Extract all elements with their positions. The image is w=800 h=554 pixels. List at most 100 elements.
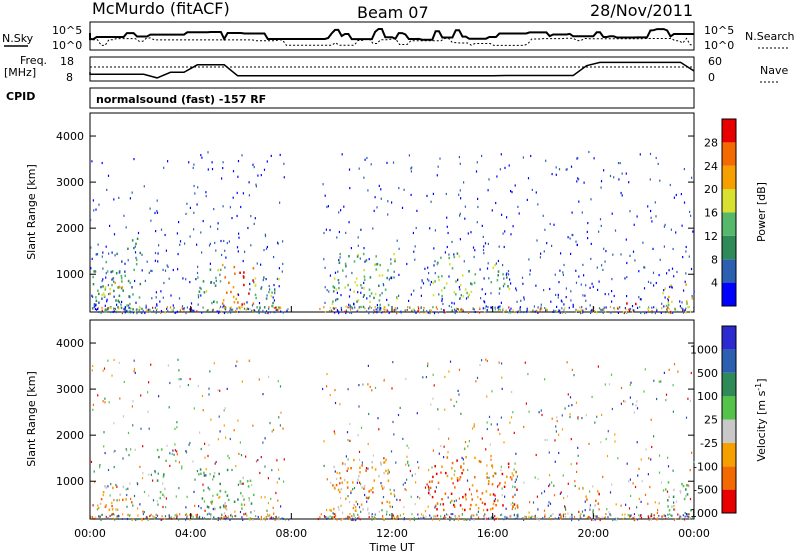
- velocity-data-point: [224, 502, 226, 505]
- power-data-point: [679, 305, 681, 308]
- power-data-point: [277, 242, 279, 245]
- power-data-point: [348, 295, 351, 298]
- velocity-data-point: [551, 481, 553, 484]
- power-data-point: [345, 311, 347, 315]
- velocity-data-point: [383, 461, 385, 464]
- power-data-point: [113, 308, 115, 311]
- power-data-point: [683, 289, 685, 292]
- power-data-point: [692, 230, 694, 233]
- velocity-data-point: [373, 516, 375, 519]
- velocity-data-point: [225, 518, 227, 521]
- velocity-data-point: [218, 472, 220, 476]
- power-data-point: [273, 311, 275, 314]
- velocity-data-point: [262, 518, 264, 521]
- power-data-point: [554, 310, 557, 313]
- power-data-point: [511, 191, 513, 194]
- power-data-point: [360, 305, 362, 309]
- power-data-point: [163, 281, 165, 285]
- velocity-data-point: [477, 510, 479, 513]
- velocity-data-point: [353, 458, 355, 462]
- nsearch-tick-high: 10^5: [704, 24, 734, 37]
- power-data-point: [398, 187, 400, 190]
- velocity-data-point: [348, 516, 350, 519]
- velocity-data-point: [629, 478, 631, 481]
- power-data-point: [146, 310, 148, 313]
- power-data-point: [178, 221, 180, 224]
- velocity-data-point: [142, 472, 144, 475]
- velocity-data-point: [147, 410, 149, 413]
- velocity-data-point: [548, 485, 550, 488]
- power-data-point: [624, 307, 626, 310]
- velocity-data-point: [658, 502, 660, 505]
- velocity-data-point: [360, 483, 362, 486]
- power-data-point: [666, 272, 668, 275]
- velocity-data-point: [679, 515, 681, 518]
- velocity-data-point: [381, 509, 383, 512]
- power-data-point: [526, 198, 528, 201]
- velocity-data-point: [393, 517, 395, 520]
- velocity-data-point: [658, 471, 661, 474]
- velocity-data-point: [367, 497, 369, 500]
- power-data-point: [458, 286, 460, 289]
- velocity-data-point: [381, 501, 383, 505]
- power-data-point: [507, 270, 510, 273]
- velocity-data-point: [509, 476, 512, 479]
- power-data-point: [459, 214, 461, 217]
- velocity-data-point: [380, 463, 382, 466]
- power-data-point: [212, 309, 214, 311]
- velocity-data-point: [685, 416, 688, 419]
- velocity-data-point: [473, 514, 475, 517]
- power-data-point: [166, 307, 168, 310]
- power-data-point: [655, 156, 657, 160]
- velocity-data-point: [171, 452, 173, 456]
- power-data-point: [571, 211, 573, 214]
- power-data-point: [195, 278, 197, 281]
- power-data-point: [345, 231, 347, 234]
- power-data-point: [605, 250, 607, 253]
- velocity-data-point: [562, 474, 564, 477]
- power-data-point: [434, 229, 436, 232]
- velocity-data-point: [208, 512, 210, 515]
- power-data-point: [118, 294, 121, 297]
- velocity-data-point: [598, 517, 600, 519]
- velocity-data-point: [331, 516, 333, 519]
- velocity-data-point: [667, 513, 669, 516]
- velocity-data-point: [638, 514, 640, 517]
- velocity-data-point: [684, 515, 686, 518]
- power-data-point: [494, 306, 496, 309]
- power-data-point: [433, 247, 435, 250]
- velocity-data-point: [453, 473, 455, 476]
- power-data-point: [472, 246, 475, 249]
- velocity-data-point: [207, 486, 209, 489]
- power-data-point: [380, 310, 382, 312]
- power-data-point: [540, 306, 542, 309]
- power-data-point: [221, 302, 224, 305]
- velocity-data-point: [368, 512, 370, 515]
- power-data-point: [154, 306, 156, 309]
- velocity-data-point: [380, 482, 382, 485]
- velocity-data-point: [212, 508, 214, 511]
- power-data-point: [139, 282, 142, 286]
- velocity-data-point: [347, 439, 349, 442]
- velocity-data-point: [571, 513, 573, 516]
- power-data-point: [571, 233, 573, 236]
- velocity-data-point: [146, 516, 148, 519]
- power-data-point: [156, 199, 158, 202]
- velocity-data-point: [368, 490, 370, 493]
- power-data-point: [265, 310, 268, 313]
- velocity-data-point: [516, 514, 518, 517]
- velocity-data-point: [334, 401, 337, 405]
- velocity-data-point: [501, 376, 503, 379]
- power-data-point: [115, 310, 118, 314]
- velocity-data-point: [505, 507, 507, 510]
- velocity-data-point: [114, 518, 116, 521]
- power-data-point: [550, 300, 552, 303]
- power-data-point: [368, 288, 371, 291]
- velocity-data-point: [126, 517, 129, 521]
- power-data-point: [192, 166, 194, 169]
- velocity-data-point: [428, 480, 431, 483]
- power-data-point: [249, 288, 251, 291]
- power-data-point: [153, 310, 155, 313]
- power-data-point: [451, 267, 454, 270]
- velocity-colorbar-tick: -1000: [686, 507, 718, 520]
